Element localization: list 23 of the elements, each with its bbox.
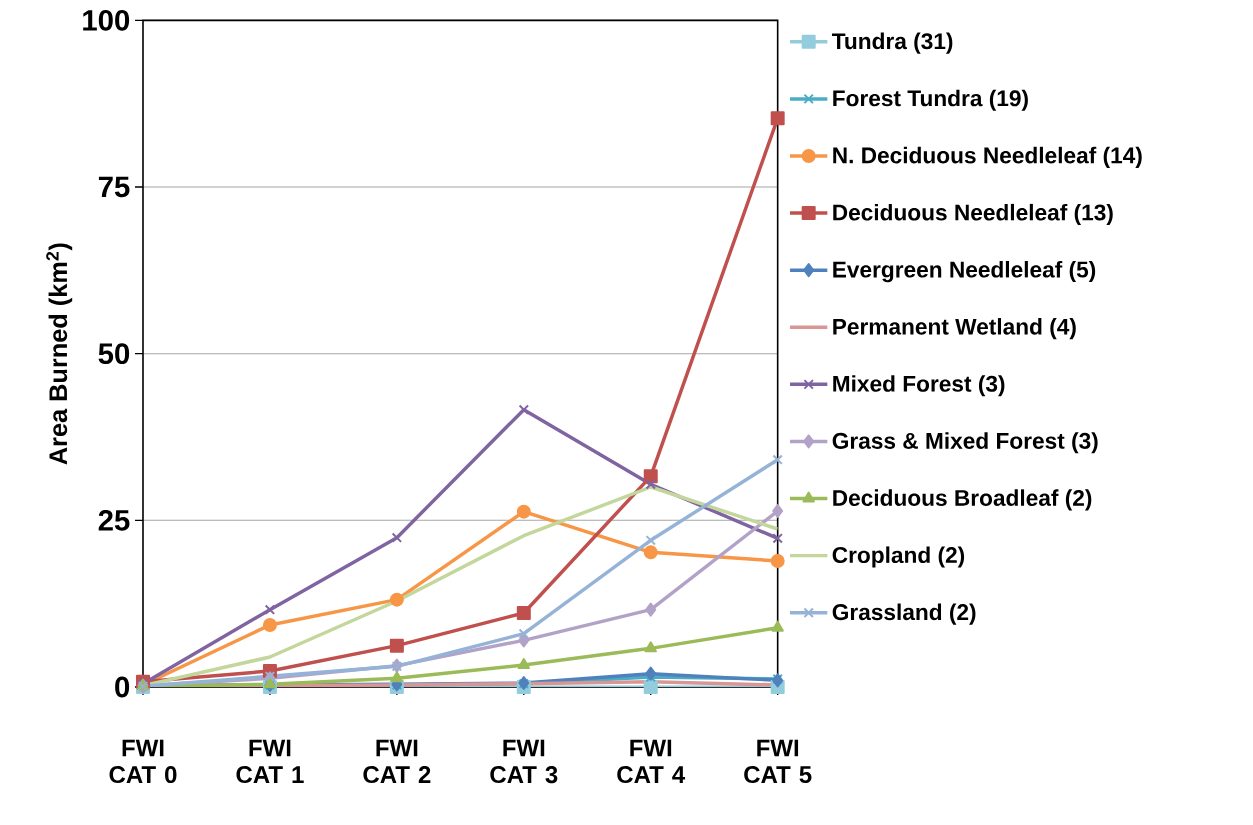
legend-label: Grassland (2)	[832, 603, 976, 625]
y-tick-label: 25	[98, 509, 130, 531]
legend-label: Grass & Mixed Forest (3)	[832, 432, 1098, 454]
legend-label: Deciduous Broadleaf (2)	[833, 489, 1092, 511]
y-tick-label: 50	[98, 343, 130, 365]
legend-label: Tundra (31)	[832, 32, 953, 54]
legend-label: N. Deciduous Needleleaf (14)	[833, 146, 1142, 168]
y-tick-label: 100	[83, 9, 130, 31]
x-tick-label: FWI CAT 3	[490, 739, 558, 784]
legend-label: Cropland (2)	[832, 546, 965, 568]
x-tick-label: FWI CAT 4	[617, 739, 686, 784]
y-tick-label: 75	[98, 176, 130, 198]
x-tick-label: FWI CAT 0	[109, 739, 177, 784]
x-tick-label: FWI CAT 2	[363, 739, 431, 784]
x-tick-label: FWI CAT 5	[744, 739, 812, 784]
legend-label: Permanent Wetland (4)	[833, 318, 1076, 340]
x-tick-label: FWI CAT 1	[236, 739, 304, 784]
legend-label: Mixed Forest (3)	[833, 375, 1005, 397]
legend-label: Forest Tundra (19)	[833, 89, 1028, 111]
legend-label: Evergreen Needleleaf (5)	[833, 260, 1096, 283]
legend-label: Deciduous Needleleaf (13)	[833, 203, 1113, 225]
y-axis-title: Area Burned (km$^{2}$)	[46, 243, 73, 465]
y-tick-label: 0	[115, 676, 130, 698]
